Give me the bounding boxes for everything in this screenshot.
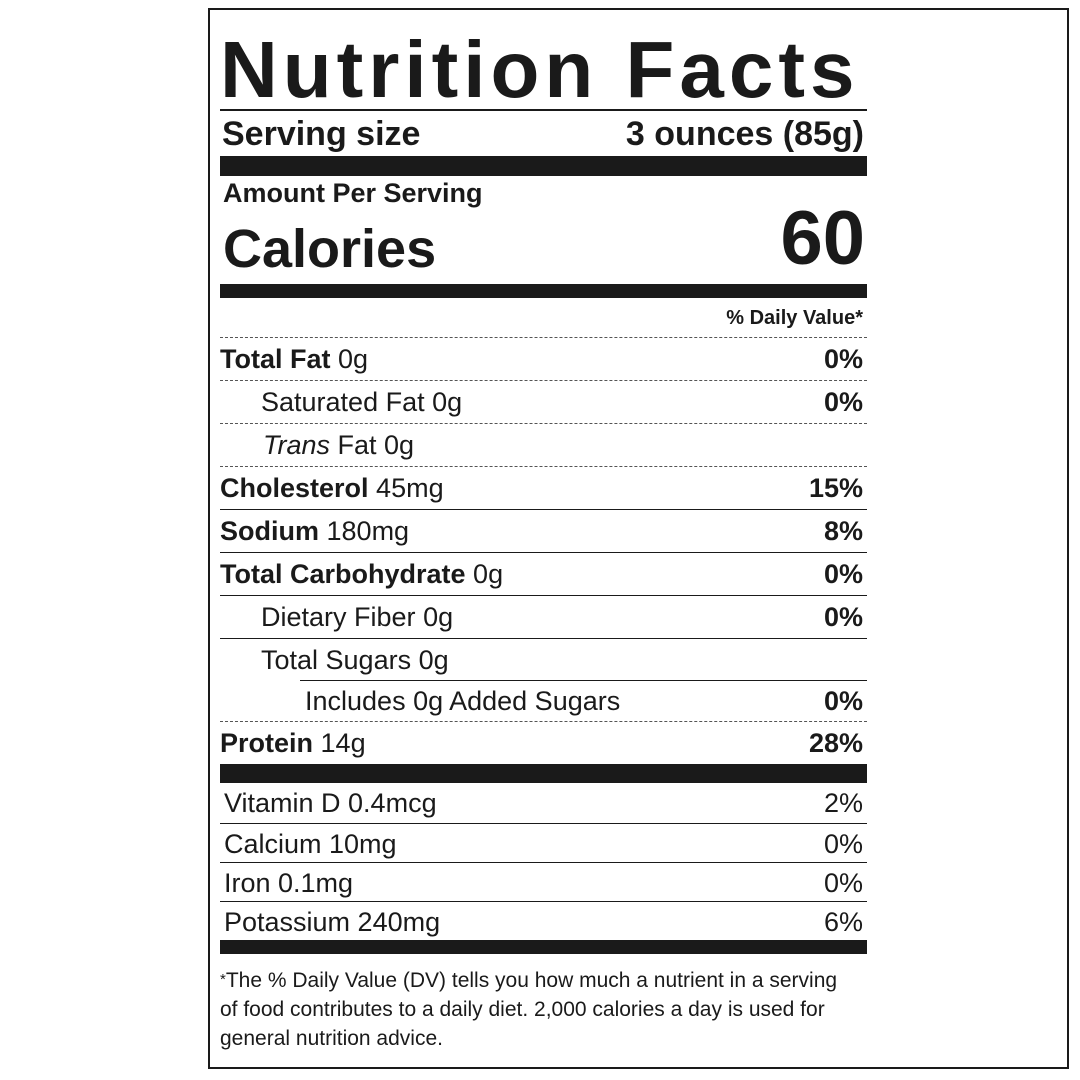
- thick-divider: [220, 156, 867, 176]
- nutrient-amount: Fat 0g: [337, 430, 415, 460]
- nutrient-amount: 0g: [473, 559, 504, 589]
- nutrition-facts-label: Nutrition Facts Serving size 3 ounces (8…: [208, 8, 1069, 1069]
- nutrient-name: Saturated Fat: [261, 387, 425, 417]
- nutrient-name: Includes 0g Added Sugars: [305, 686, 621, 716]
- nutrient-dv: 8%: [823, 516, 863, 546]
- vitamin-row: Iron 0.1mg 0%: [220, 862, 867, 902]
- nutrient-amount: 0g: [418, 645, 449, 675]
- nutrient-dv: 15%: [808, 473, 863, 503]
- nutrient-amount: 45mg: [376, 473, 444, 503]
- nutrient-dv: 28%: [808, 728, 863, 758]
- nutrient-dv: 0%: [823, 686, 863, 716]
- nutrient-amount: 14g: [320, 728, 366, 758]
- daily-value-header: % Daily Value*: [726, 307, 863, 329]
- nutrient-amount: 0g: [423, 602, 454, 632]
- nutrient-row-protein: Protein 14g 28%: [220, 721, 867, 763]
- vitamin-row: Calcium 10mg 0%: [220, 823, 867, 863]
- serving-size-row: Serving size 3 ounces (85g): [222, 112, 864, 156]
- thick-divider: [220, 940, 867, 954]
- nutrient-row-total-fat: Total Fat 0g 0%: [220, 337, 867, 380]
- vitamin-name: Potassium 240mg: [224, 907, 441, 937]
- vitamin-name: Iron 0.1mg: [224, 868, 354, 898]
- nutrient-amount: 180mg: [326, 516, 410, 546]
- vitamin-dv: 0%: [823, 868, 863, 898]
- nutrient-dv: [863, 424, 867, 466]
- vitamin-dv: 6%: [823, 907, 863, 937]
- nutrient-dv: [863, 639, 867, 681]
- nutrient-name: Total Fat: [220, 344, 331, 374]
- divider: [220, 109, 867, 111]
- nutrient-name: Dietary Fiber: [261, 602, 416, 632]
- vitamin-name: Calcium 10mg: [224, 829, 397, 859]
- nutrient-dv: 0%: [823, 559, 863, 589]
- nutrient-dv: 0%: [823, 602, 863, 632]
- nutrient-row-sodium: Sodium 180mg 8%: [220, 509, 867, 552]
- calories-value: 60: [780, 196, 865, 281]
- label-title: Nutrition Facts: [220, 25, 860, 114]
- serving-size-value: 3 ounces (85g): [625, 115, 864, 153]
- nutrient-dv: 0%: [823, 344, 863, 374]
- nutrient-row-trans-fat: Trans Fat 0g: [220, 423, 867, 466]
- footnote-text: The % Daily Value (DV) tells you how muc…: [220, 969, 838, 1050]
- footnote-mark: *: [220, 971, 226, 988]
- nutrient-amount: 0g: [432, 387, 463, 417]
- amount-per-serving: Amount Per Serving: [223, 178, 483, 208]
- nutrient-name: Trans: [263, 430, 331, 460]
- nutrient-name: Total Sugars: [261, 645, 412, 675]
- vitamin-dv: 0%: [823, 829, 863, 859]
- nutrient-row-saturated-fat: Saturated Fat 0g 0%: [220, 380, 867, 423]
- nutrient-row-cholesterol: Cholesterol 45mg 15%: [220, 466, 867, 509]
- nutrient-row-added-sugars: Includes 0g Added Sugars 0%: [300, 680, 867, 721]
- vitamin-name: Vitamin D 0.4mcg: [224, 788, 437, 818]
- serving-size-label: Serving size: [222, 115, 421, 153]
- nutrient-amount: 0g: [338, 344, 369, 374]
- vitamin-dv: 2%: [823, 788, 863, 818]
- footnote: *The % Daily Value (DV) tells you how mu…: [220, 965, 860, 1053]
- nutrient-row-total-carbohydrate: Total Carbohydrate 0g 0%: [220, 552, 867, 595]
- vitamin-row: Vitamin D 0.4mcg 2%: [220, 783, 867, 823]
- nutrient-name: Total Carbohydrate: [220, 559, 466, 589]
- nutrient-name: Protein: [220, 728, 314, 758]
- nutrient-name: Cholesterol: [220, 473, 369, 503]
- nutrient-dv: 0%: [823, 387, 863, 417]
- thick-divider: [220, 284, 867, 298]
- calories-label: Calories: [223, 219, 437, 279]
- nutrient-row-total-sugars: Total Sugars 0g: [220, 638, 867, 681]
- thick-divider: [220, 764, 867, 783]
- nutrient-name: Sodium: [220, 516, 319, 546]
- vitamin-row: Potassium 240mg 6%: [220, 901, 867, 941]
- nutrient-row-dietary-fiber: Dietary Fiber 0g 0%: [220, 595, 867, 638]
